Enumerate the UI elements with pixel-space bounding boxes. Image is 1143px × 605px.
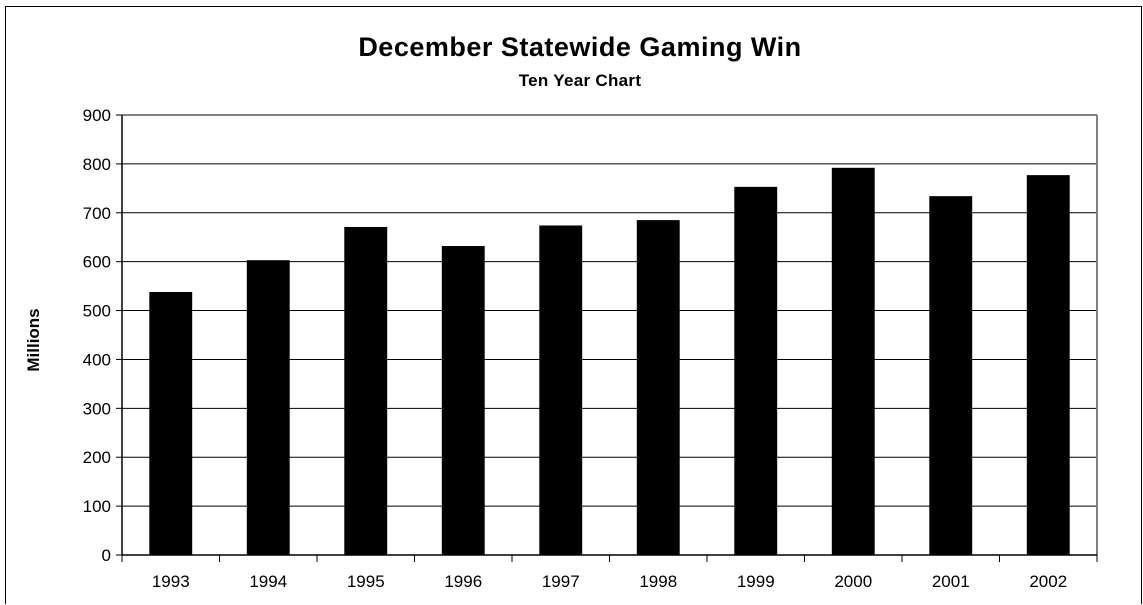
bar-1994 [246,260,290,555]
y-tick-label: 800 [83,155,111,174]
x-tick-label: 1997 [542,572,580,591]
x-tick-label: 1996 [444,572,482,591]
bar-1993 [149,291,193,555]
bar-2002 [1026,175,1070,555]
bar-2000 [831,167,875,556]
axes [116,114,1098,562]
y-axis-label: Millions [24,308,43,371]
x-tick-label: 1994 [249,572,287,591]
x-tick-label: 2001 [932,572,970,591]
y-tick-label: 0 [102,546,111,565]
y-tick-label: 100 [83,497,111,516]
bar-1999 [734,186,778,555]
y-tick-label: 600 [83,253,111,272]
y-tick-label: 400 [83,350,111,369]
bar-1996 [441,246,485,555]
bar-1997 [539,225,583,555]
x-tick-label: 1995 [347,572,385,591]
x-tick-labels: 1993 1994 1995 1996 1997 1998 1999 2000 2001 2002 [152,572,1067,591]
x-tick-label: 1999 [737,572,775,591]
x-tick-label: 2002 [1029,572,1067,591]
bar-1998 [636,220,680,555]
x-tick-label: 1998 [639,572,677,591]
x-tick-label: 2000 [834,572,872,591]
y-tick-label: 200 [83,448,111,467]
bar-2001 [929,196,973,555]
bar-1995 [344,226,388,555]
chart-title: December Statewide Gaming Win [358,32,801,62]
y-tick-label: 900 [83,106,111,125]
y-tick-labels: 0 100 200 300 400 500 600 700 800 900 [83,106,111,565]
bars [149,167,1070,556]
y-tick-label: 700 [83,204,111,223]
chart-subtitle: Ten Year Chart [519,71,642,90]
x-tick-label: 1993 [152,572,190,591]
y-tick-label: 500 [83,302,111,321]
y-tick-label: 300 [83,399,111,418]
